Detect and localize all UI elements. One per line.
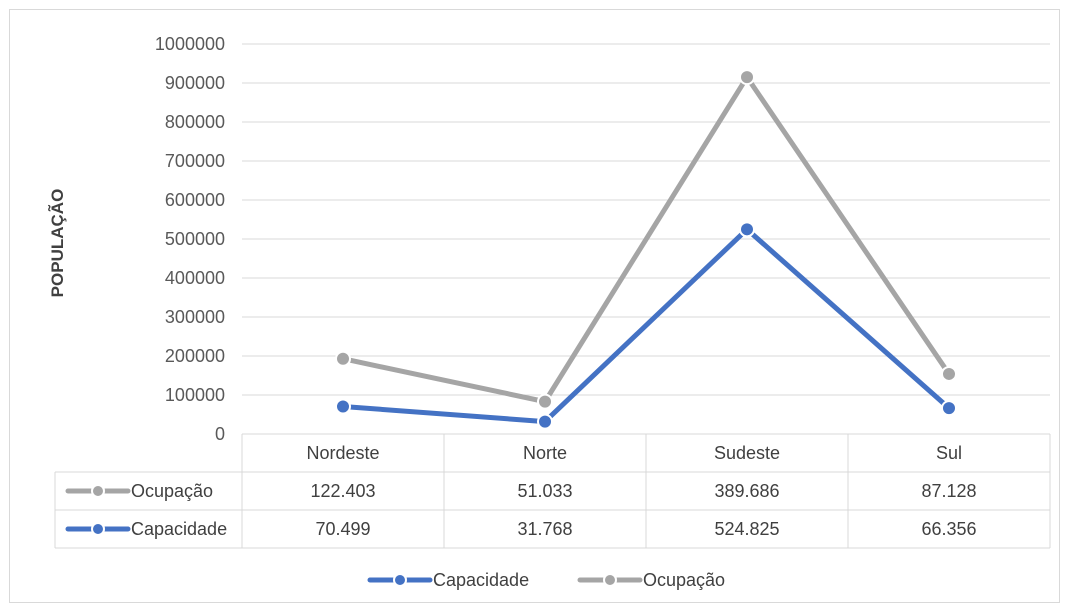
legend-item-label: Capacidade: [433, 570, 529, 590]
y-tick-label: 1000000: [155, 34, 225, 54]
legend-item-label: Ocupação: [643, 570, 725, 590]
y-tick-label: 700000: [165, 151, 225, 171]
data-point: [739, 69, 755, 86]
table-legend-key: [65, 484, 131, 498]
series-line-capacidade: [340, 226, 952, 425]
table-value: 31.768: [517, 519, 572, 539]
line-chart: 0 100000 200000 300000 400000 500000 600000 700…: [47, 34, 1051, 590]
table-value: 66.356: [921, 519, 976, 539]
data-point: [739, 221, 755, 238]
x-category-label: Sudeste: [714, 443, 780, 463]
data-point: [335, 350, 351, 367]
series-line-ocupação: [340, 74, 952, 405]
table-legend-key: [65, 522, 131, 536]
data-point: [335, 398, 351, 415]
table-value: 51.033: [517, 481, 572, 501]
x-category-label: Nordeste: [306, 443, 379, 463]
legend-key-marker: [393, 573, 407, 587]
legend: Capacidade Ocupação: [367, 570, 725, 590]
table-value: 389.686: [714, 481, 779, 501]
y-tick-label: 500000: [165, 229, 225, 249]
table-series-name: Capacidade: [131, 519, 227, 539]
x-category-label: Norte: [523, 443, 567, 463]
legend-key-marker: [91, 484, 105, 498]
y-tick-label: 800000: [165, 112, 225, 132]
y-tick-label: 200000: [165, 346, 225, 366]
series-lines: [335, 69, 957, 430]
y-axis-ticks: 0 100000 200000 300000 400000 500000 600000 700…: [155, 34, 225, 444]
data-point: [537, 393, 553, 410]
legend-key-marker: [603, 573, 617, 587]
table-value: 122.403: [310, 481, 375, 501]
y-axis-label: POPULAÇÃO: [47, 189, 67, 298]
legend-item-key: [577, 573, 643, 587]
y-tick-label: 100000: [165, 385, 225, 405]
y-tick-label: 600000: [165, 190, 225, 210]
y-tick-label: 0: [215, 424, 225, 444]
table-value: 524.825: [714, 519, 779, 539]
y-tick-label: 400000: [165, 268, 225, 288]
y-tick-label: 900000: [165, 73, 225, 93]
x-category-label: Sul: [936, 443, 962, 463]
table-value: 87.128: [921, 481, 976, 501]
table-value: 70.499: [315, 519, 370, 539]
legend-item-key: [367, 573, 433, 587]
data-point: [537, 413, 553, 430]
data-point: [941, 365, 957, 382]
legend-key-marker: [91, 522, 105, 536]
data-point: [941, 400, 957, 417]
table-series-name: Ocupação: [131, 481, 213, 501]
chart-frame: 0 100000 200000 300000 400000 500000 600000 700…: [9, 9, 1060, 603]
y-tick-label: 300000: [165, 307, 225, 327]
data-table: Nordeste Norte Sudeste Sul Ocupação 122.403 51…: [54, 433, 1051, 549]
